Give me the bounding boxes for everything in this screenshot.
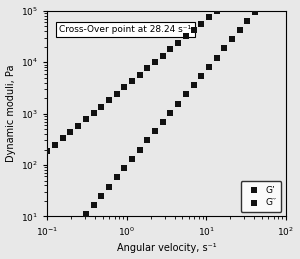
G’ [91,111,96,115]
G′′ [222,46,227,51]
G’ [122,85,127,90]
G′′ [99,194,103,198]
G’ [160,54,165,58]
G′′ [52,249,57,253]
G′′ [160,120,165,124]
G’ [153,60,158,64]
X-axis label: Angular velocity, s⁻¹: Angular velocity, s⁻¹ [117,243,217,254]
G′′ [76,221,80,225]
G′′ [153,129,158,133]
Y-axis label: Dynamic moduli, Pa: Dynamic moduli, Pa [6,65,16,162]
G’ [207,15,212,19]
G′′ [114,175,119,179]
G’ [114,92,119,96]
G′′ [137,148,142,152]
G’ [222,3,227,7]
G’ [191,28,196,32]
G’ [99,104,103,109]
G′′ [184,92,188,97]
G’ [137,73,142,77]
G′′ [260,0,265,4]
G′′ [83,212,88,216]
G′′ [245,19,250,23]
G′′ [45,258,50,259]
G′′ [122,166,127,170]
G’ [76,124,80,128]
G′′ [214,55,219,60]
G′′ [237,28,242,32]
G’ [184,34,188,39]
G’ [83,117,88,121]
G′′ [253,10,258,14]
G’ [130,79,134,83]
G’ [168,47,173,51]
Legend: G’, G′′: G’, G′′ [241,181,281,212]
G’ [60,136,65,140]
G′′ [68,231,73,235]
G′′ [130,157,134,161]
G′′ [176,102,181,106]
G′′ [145,138,150,142]
G’ [199,22,204,26]
G’ [45,149,50,153]
G′′ [91,203,96,207]
G’ [52,143,57,147]
G’ [145,66,150,70]
G’ [214,9,219,13]
G′′ [199,74,204,78]
G’ [106,98,111,102]
Text: Cross-Over point at 28.24 s⁻¹: Cross-Over point at 28.24 s⁻¹ [59,25,191,34]
G′′ [168,111,173,115]
G’ [176,41,181,45]
G′′ [230,37,235,41]
G′′ [191,83,196,87]
G′′ [60,240,65,244]
G’ [68,130,73,134]
G′′ [106,184,111,189]
G′′ [207,65,212,69]
